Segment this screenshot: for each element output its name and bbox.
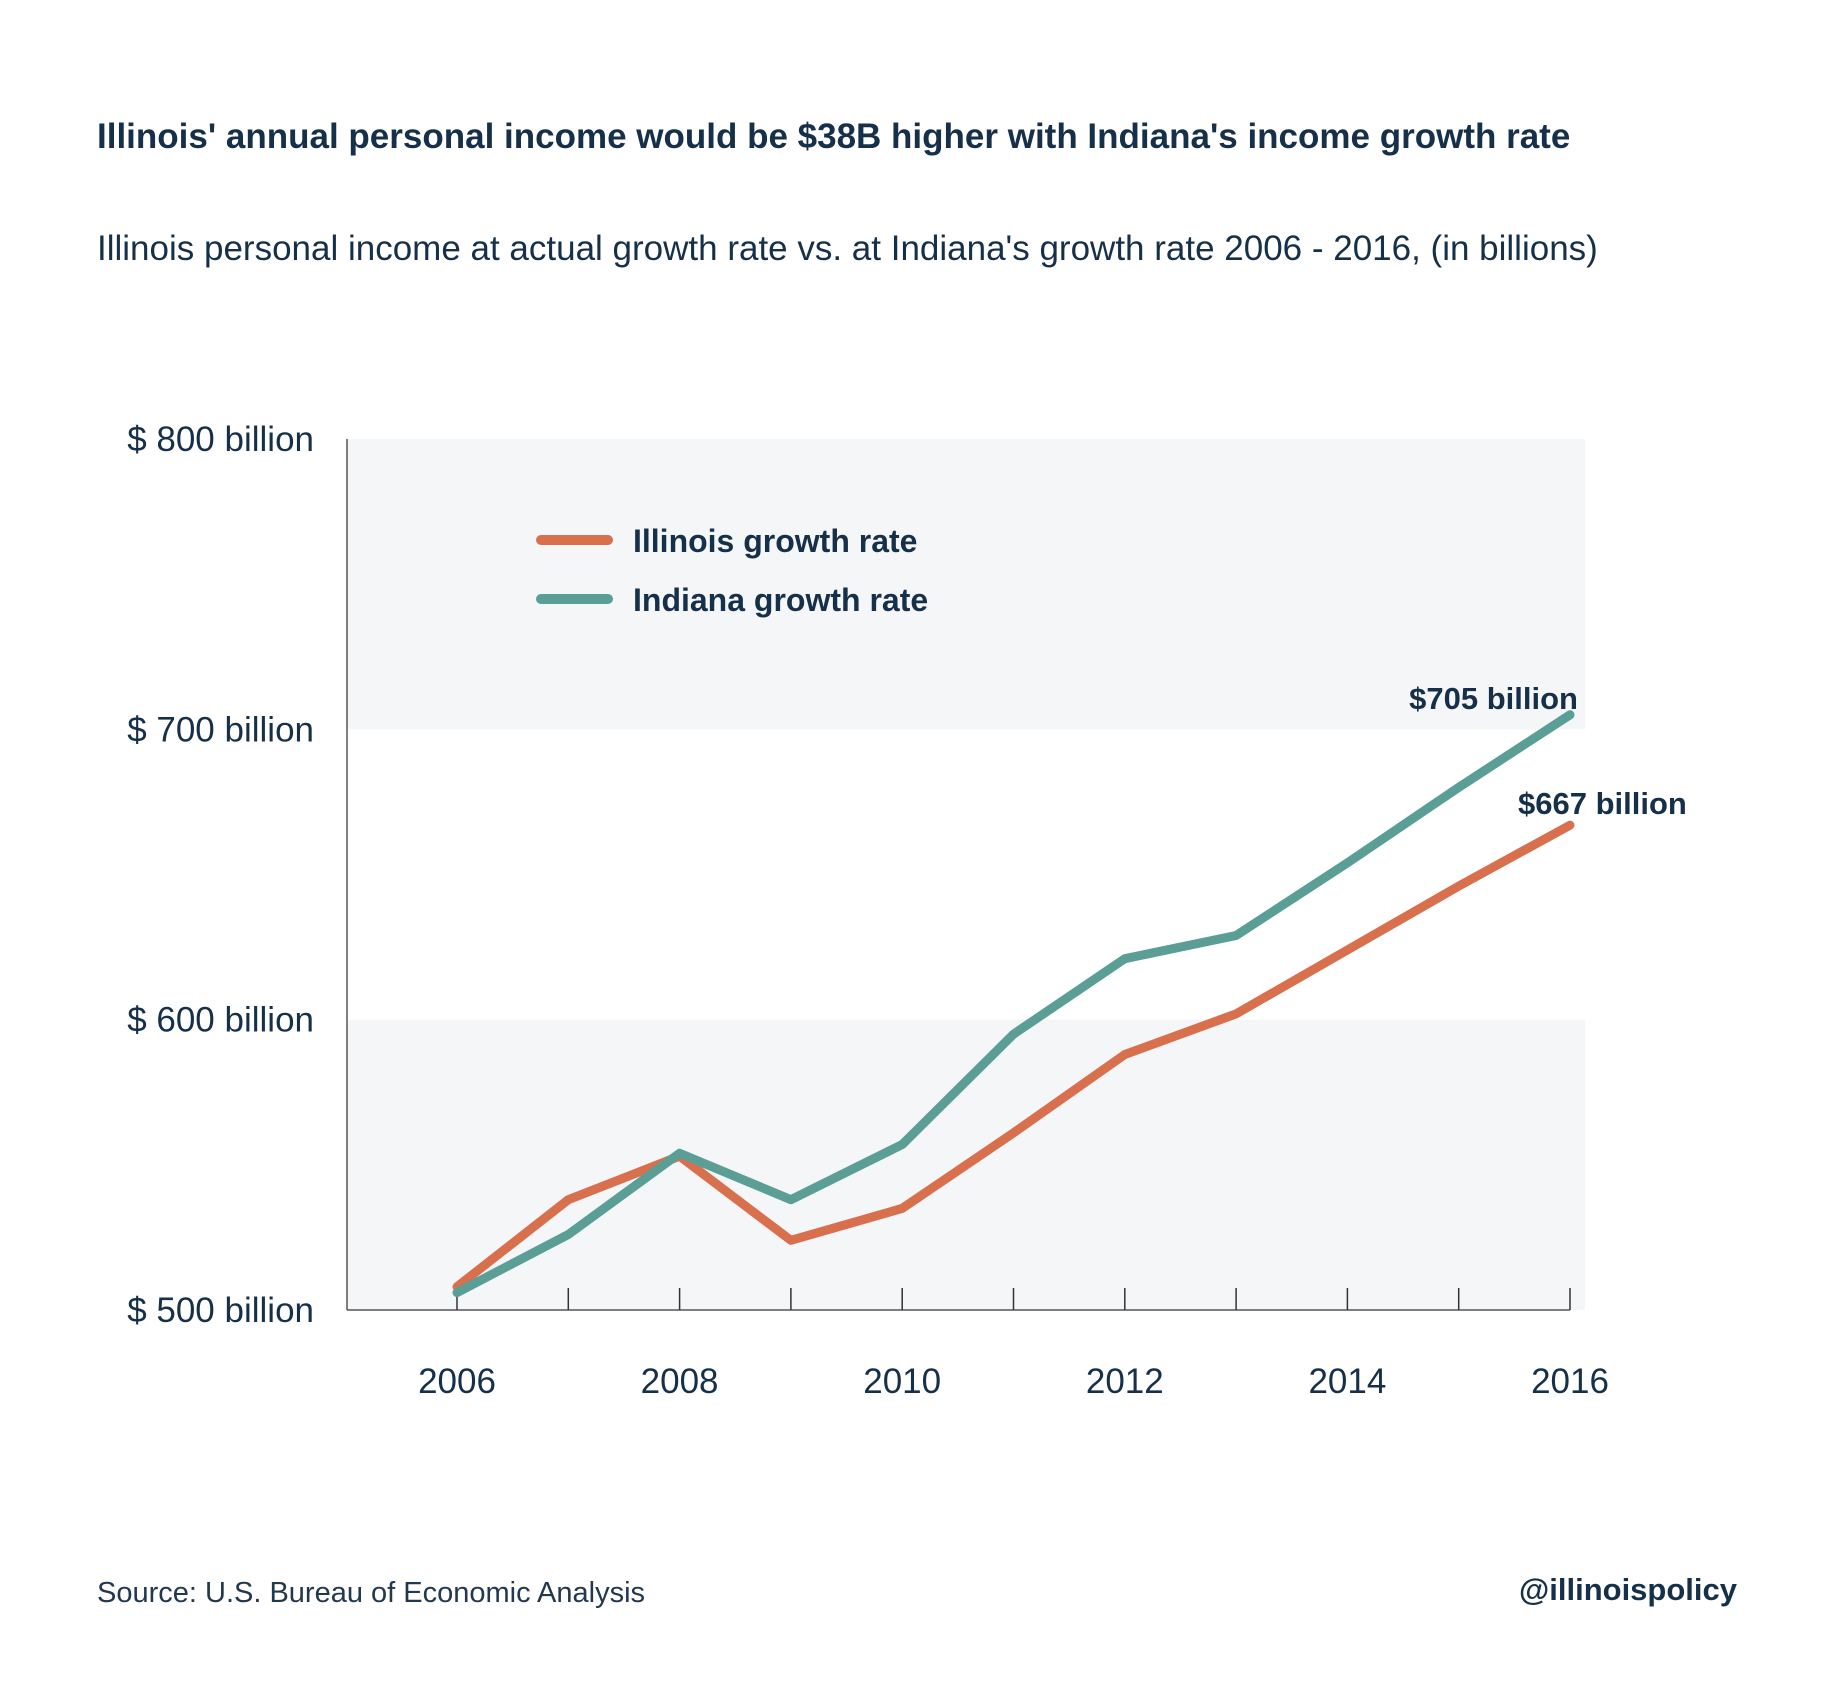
y-tick-label: $ 700 billion bbox=[127, 710, 314, 749]
x-tick-label: 2008 bbox=[641, 1362, 719, 1401]
y-tick-label: $ 600 billion bbox=[127, 1001, 314, 1040]
band-800-700 bbox=[347, 439, 1585, 730]
x-tick-label: 2010 bbox=[863, 1362, 941, 1401]
legend-label-illinois: Illinois growth rate bbox=[633, 523, 917, 559]
y-tick-label: $ 500 billion bbox=[127, 1291, 314, 1330]
data-label-illinois-2016: $667 billion bbox=[1518, 786, 1687, 821]
x-tick-label: 2006 bbox=[418, 1362, 496, 1401]
social-handle: @illinoispolicy bbox=[1519, 1572, 1737, 1607]
source-note: Source: U.S. Bureau of Economic Analysis bbox=[97, 1577, 646, 1609]
data-label-indiana-2016: $705 billion bbox=[1409, 681, 1578, 716]
x-tick-label: 2014 bbox=[1308, 1362, 1386, 1401]
chart-title: Illinois' annual personal income would b… bbox=[97, 117, 1571, 156]
legend-label-indiana: Indiana growth rate bbox=[633, 582, 928, 618]
chart-subtitle: Illinois personal income at actual growt… bbox=[97, 229, 1598, 268]
x-tick-label: 2016 bbox=[1531, 1362, 1609, 1401]
x-tick-label: 2012 bbox=[1086, 1362, 1164, 1401]
y-tick-label: $ 800 billion bbox=[127, 420, 314, 459]
